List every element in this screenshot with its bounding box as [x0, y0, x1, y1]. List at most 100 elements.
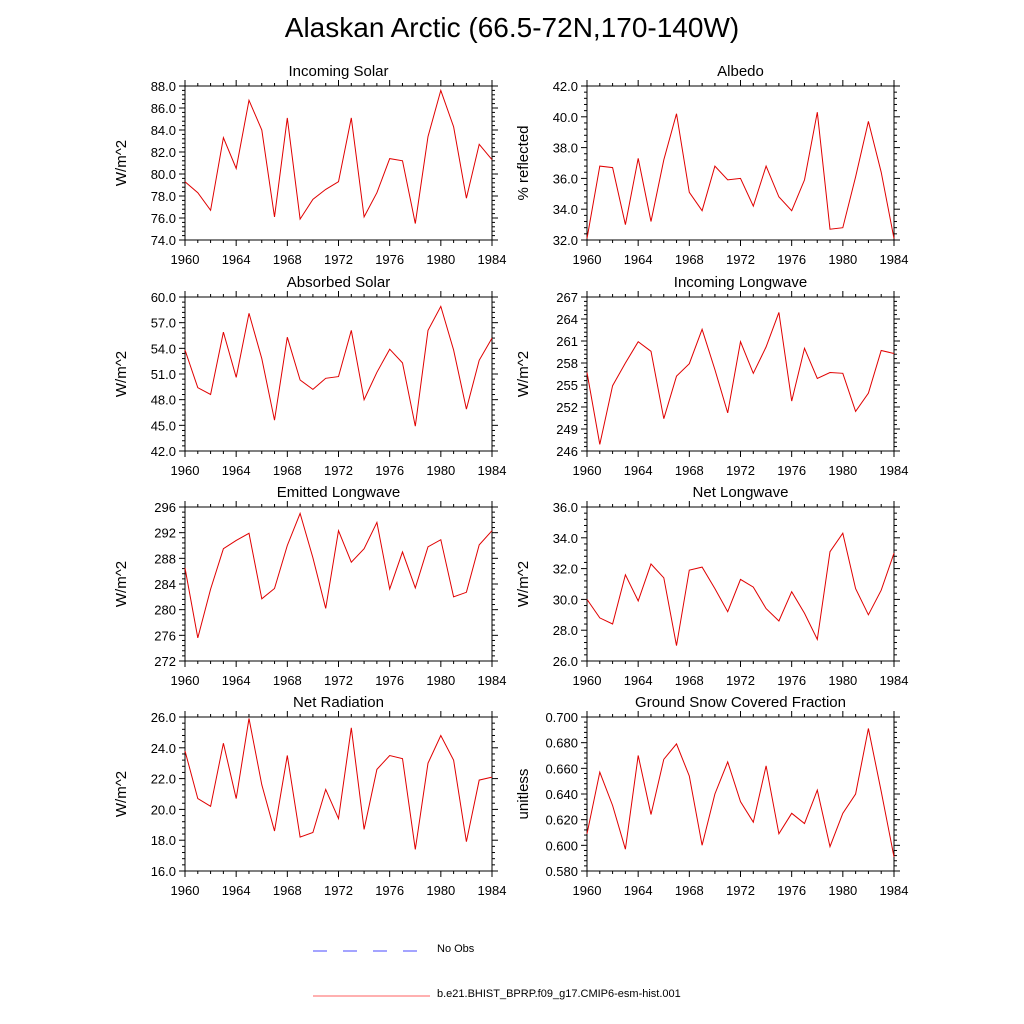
panel-ground-snow-covered-fraction: 0.580 0.600 0.620 0.640 0.660 0.680 0.700 1960 1…	[515, 694, 908, 898]
panel-albedo: 32.0 34.0 36.0 38.0 40.0 42.0 1960 1964 1968 1972…	[515, 63, 908, 267]
y-tick-label: 42.0	[553, 79, 578, 94]
y-tick-label: 51.0	[151, 367, 176, 382]
y-tick-label: 60.0	[151, 290, 176, 305]
y-axis-label: W/m^2	[515, 351, 532, 397]
y-tick-label: 284	[154, 577, 176, 592]
y-tick-label: 267	[556, 290, 578, 305]
series-line	[586, 728, 895, 857]
x-tick-label: 1960	[573, 673, 602, 688]
series-line	[586, 312, 895, 445]
y-tick-label: 246	[556, 444, 578, 459]
series-line	[184, 88, 493, 224]
x-tick-label: 1976	[777, 463, 806, 478]
x-tick-label: 1976	[375, 463, 404, 478]
series-line	[184, 718, 493, 850]
x-tick-label: 1984	[478, 883, 507, 898]
x-tick-label: 1960	[573, 463, 602, 478]
series-line	[586, 112, 895, 239]
x-tick-label: 1972	[324, 252, 353, 267]
y-tick-label: 0.660	[545, 761, 578, 776]
y-tick-label: 292	[154, 526, 176, 541]
y-tick-label: 252	[556, 400, 578, 415]
x-tick-label: 1964	[624, 883, 653, 898]
x-tick-label: 1980	[828, 883, 857, 898]
y-axis-label: % reflected	[515, 125, 532, 200]
y-axis-label: W/m^2	[515, 561, 532, 607]
y-tick-label: 80.0	[151, 167, 176, 182]
panel-title: Net Longwave	[693, 484, 789, 501]
y-tick-label: 74.0	[151, 233, 176, 248]
series-line	[586, 531, 895, 646]
panel-net-radiation: 16.0 18.0 20.0 22.0 24.0 26.0 1960 1964 1968 1972…	[113, 694, 506, 898]
x-tick-label: 1960	[171, 883, 200, 898]
x-tick-label: 1976	[777, 252, 806, 267]
y-tick-label: 57.0	[151, 316, 176, 331]
x-tick-label: 1964	[624, 252, 653, 267]
x-tick-label: 1960	[171, 463, 200, 478]
x-tick-label: 1976	[777, 673, 806, 688]
x-tick-label: 1980	[828, 463, 857, 478]
y-tick-label: 26.0	[553, 654, 578, 669]
x-tick-label: 1964	[222, 463, 251, 478]
y-tick-label: 30.0	[553, 592, 578, 607]
x-tick-label: 1984	[478, 252, 507, 267]
y-tick-label: 88.0	[151, 79, 176, 94]
y-tick-label: 276	[154, 628, 176, 643]
x-tick-label: 1972	[324, 463, 353, 478]
y-tick-label: 280	[154, 603, 176, 618]
series-line	[184, 511, 493, 639]
panel-absorbed-solar: 42.0 45.0 48.0 51.0 54.0 57.0 60.0 1960 1964 1968…	[113, 274, 506, 478]
x-tick-label: 1972	[726, 883, 755, 898]
y-tick-label: 249	[556, 422, 578, 437]
y-tick-label: 78.0	[151, 189, 176, 204]
y-tick-label: 258	[556, 356, 578, 371]
y-tick-label: 0.580	[545, 864, 578, 879]
x-tick-label: 1964	[222, 883, 251, 898]
x-tick-label: 1968	[675, 463, 704, 478]
y-tick-label: 0.700	[545, 710, 578, 725]
y-tick-label: 18.0	[151, 833, 176, 848]
y-axis-label: W/m^2	[113, 140, 130, 186]
panel-net-longwave: 26.0 28.0 30.0 32.0 34.0 36.0 1960 1964 1968 1972…	[515, 484, 908, 688]
y-tick-label: 36.0	[553, 500, 578, 515]
y-tick-label: 0.600	[545, 838, 578, 853]
x-tick-label: 1984	[880, 252, 909, 267]
x-tick-label: 1968	[273, 252, 302, 267]
y-tick-label: 22.0	[151, 772, 176, 787]
y-tick-label: 36.0	[553, 171, 578, 186]
y-tick-label: 296	[154, 500, 176, 515]
panel-title: Incoming Longwave	[674, 274, 807, 291]
x-tick-label: 1964	[624, 673, 653, 688]
panel-incoming-solar: 74.0 76.0 78.0 80.0 82.0 84.0 86.0 88.0 1960 1964…	[113, 63, 506, 267]
panel-title: Ground Snow Covered Fraction	[635, 694, 846, 711]
plot-frame	[184, 85, 493, 241]
y-tick-label: 24.0	[151, 741, 176, 756]
x-tick-label: 1964	[222, 673, 251, 688]
y-tick-label: 264	[556, 312, 578, 327]
x-tick-label: 1972	[726, 463, 755, 478]
x-tick-label: 1972	[726, 673, 755, 688]
x-tick-label: 1960	[573, 252, 602, 267]
x-tick-label: 1960	[171, 252, 200, 267]
figure-title: Alaskan Arctic (66.5-72N,170-140W)	[284, 12, 740, 43]
y-tick-label: 76.0	[151, 211, 176, 226]
y-tick-label: 32.0	[553, 562, 578, 577]
plot-frame	[184, 296, 493, 452]
plot-frame	[586, 85, 895, 241]
y-tick-label: 45.0	[151, 418, 176, 433]
panel-title: Incoming Solar	[288, 63, 388, 80]
x-tick-label: 1984	[880, 463, 909, 478]
panel-incoming-longwave: 246 249 252 255 258 261 264 267 1960 1964 1968 1972…	[515, 274, 908, 478]
x-tick-label: 1972	[324, 673, 353, 688]
x-tick-label: 1976	[375, 252, 404, 267]
y-axis-label: unitless	[515, 769, 532, 820]
x-tick-label: 1976	[777, 883, 806, 898]
y-tick-label: 20.0	[151, 802, 176, 817]
x-tick-label: 1976	[375, 673, 404, 688]
x-tick-label: 1968	[273, 463, 302, 478]
x-tick-label: 1980	[828, 252, 857, 267]
panel-title: Albedo	[717, 63, 764, 80]
y-tick-label: 288	[154, 551, 176, 566]
x-tick-label: 1980	[426, 252, 455, 267]
x-tick-label: 1980	[426, 673, 455, 688]
